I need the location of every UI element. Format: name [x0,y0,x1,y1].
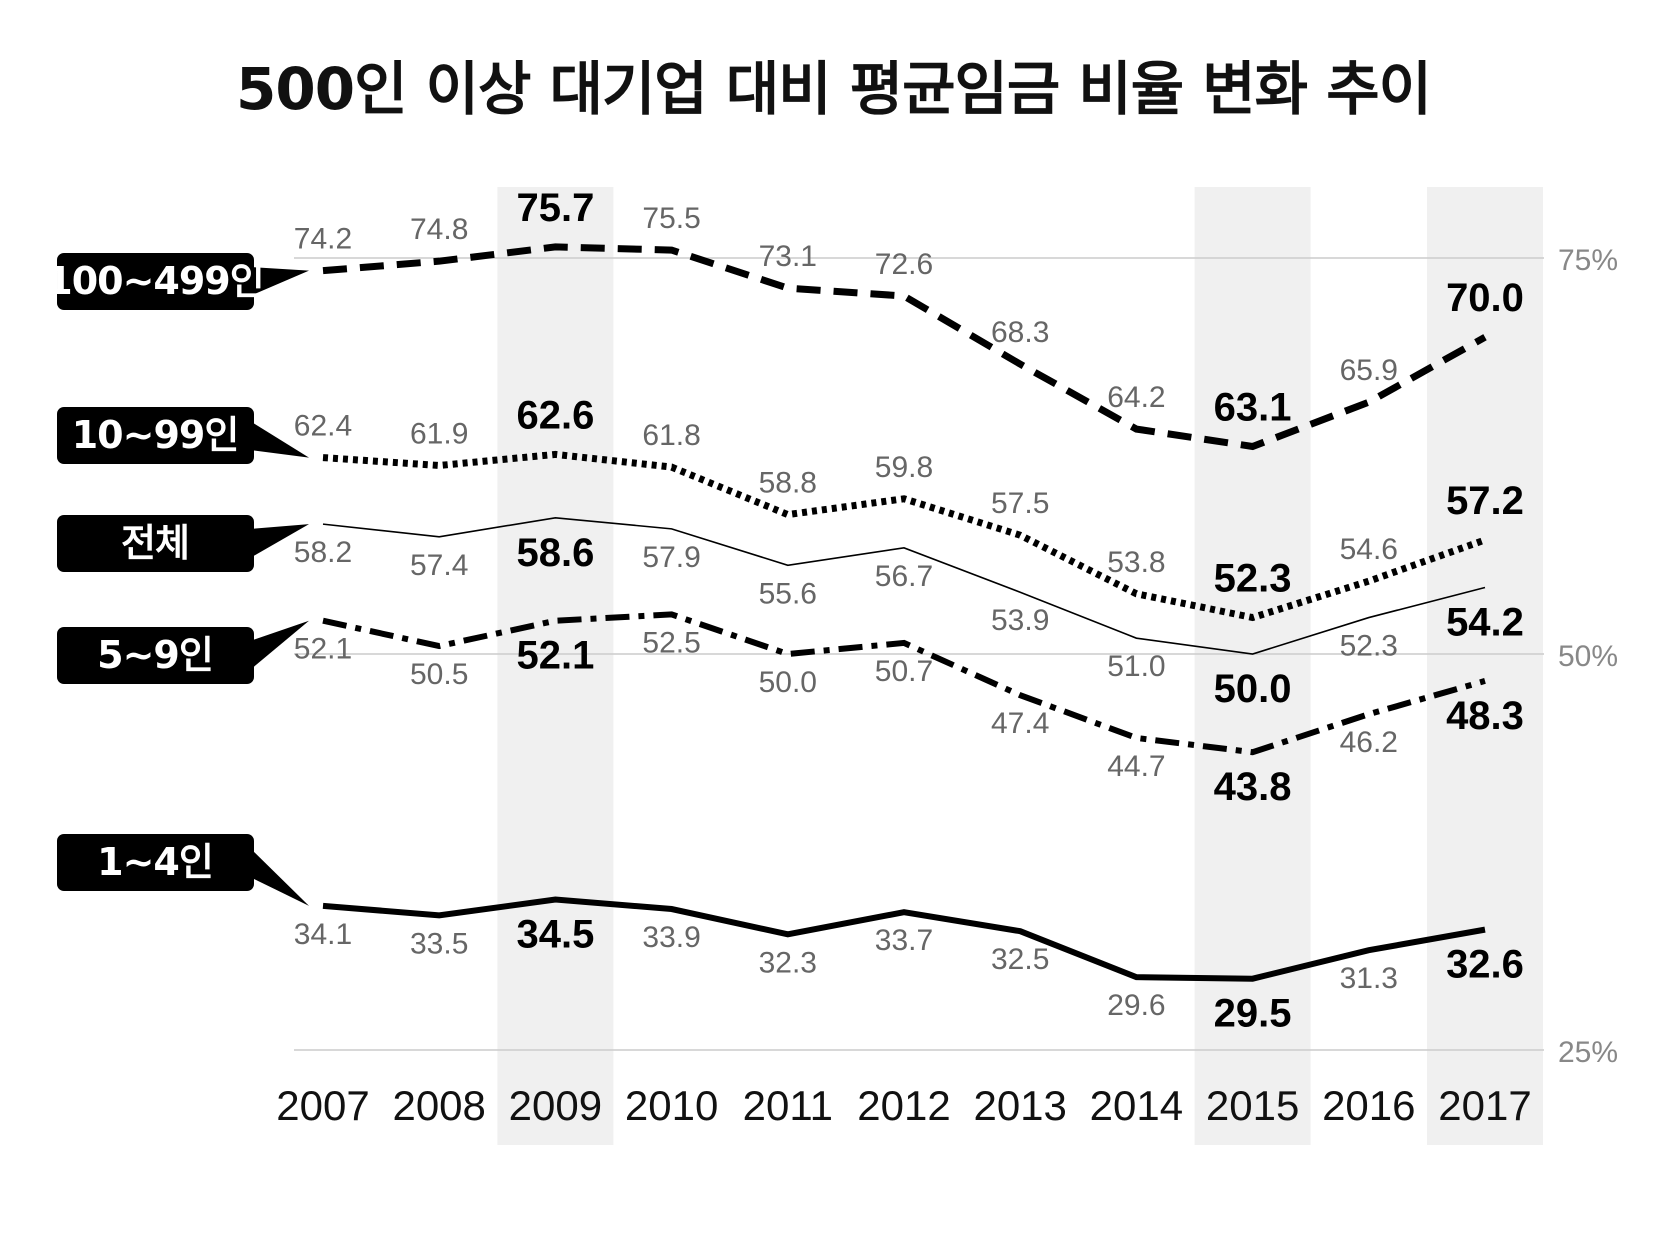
series-label: 1~4인 [97,840,213,884]
data-label: 58.8 [759,467,817,500]
data-label: 33.9 [642,921,700,954]
data-label: 64.2 [1107,381,1165,414]
data-label: 52.1 [294,633,352,666]
series-line-4 [322,896,1486,982]
data-label: 58.2 [294,536,352,569]
series-label-box [57,515,254,572]
data-label: 52.1 [516,634,594,678]
x-tick-label: 2015 [1206,1082,1299,1129]
data-label: 70.0 [1446,276,1524,320]
series-label-box [57,407,254,464]
data-label: 43.8 [1214,765,1292,809]
data-label: 50.0 [759,666,817,699]
data-label: 51.0 [1107,650,1165,683]
data-label: 57.4 [410,549,468,582]
chart-title: 500인 이상 대기업 대비 평균임금 비율 변화 추이 [236,55,1432,123]
data-label: 61.8 [642,419,700,452]
data-label: 54.2 [1446,600,1524,644]
data-label: 34.1 [294,918,352,951]
data-label: 58.6 [516,531,594,575]
highlight-band-2009 [497,187,614,1145]
series-label: 10~99인 [72,413,239,457]
data-label: 29.5 [1214,992,1292,1036]
data-label: 53.9 [991,604,1049,637]
label-pointer [250,620,309,670]
data-label: 75.7 [516,186,594,230]
label-pointer [250,421,309,458]
data-label: 50.0 [1214,667,1292,711]
x-tick-label: 2008 [392,1082,485,1129]
y-tick-label: 75% [1558,244,1618,277]
x-tick-label: 2013 [973,1082,1066,1129]
label-pointer [250,267,309,296]
series-label: 전체 [121,521,189,565]
data-label: 55.6 [759,577,817,610]
highlight-band-2015 [1194,187,1311,1145]
data-label: 65.9 [1340,354,1398,387]
data-label: 59.8 [875,451,933,484]
data-label: 32.6 [1446,943,1524,987]
highlight-band-2017 [1427,187,1543,1145]
data-label: 63.1 [1214,385,1292,429]
data-label: 32.5 [991,943,1049,976]
y-tick-label: 50% [1558,640,1618,673]
data-label: 57.2 [1446,479,1524,523]
data-label: 74.8 [410,213,468,246]
data-label: 32.3 [759,946,817,979]
data-label: 33.5 [410,927,468,960]
data-label: 53.8 [1107,546,1165,579]
data-label: 72.6 [875,248,933,281]
x-tick-label: 2012 [857,1082,950,1129]
series-label: 100~499인 [46,259,263,303]
x-tick-label: 2017 [1438,1082,1531,1129]
label-pointer [250,848,309,906]
data-label: 52.3 [1214,557,1292,601]
data-label: 52.3 [1340,630,1398,663]
series-label-box [57,834,254,891]
data-label: 52.5 [642,626,700,659]
data-label: 54.6 [1340,533,1398,566]
data-label: 62.4 [294,410,352,443]
data-label: 75.5 [642,202,700,235]
series-line-3 [322,611,1486,756]
x-tick-label: 2014 [1090,1082,1183,1129]
data-label: 57.9 [642,541,700,574]
data-label: 46.2 [1340,726,1398,759]
data-label: 33.7 [875,924,933,957]
series-label-box [57,627,254,684]
data-label: 56.7 [875,560,933,593]
x-tick-label: 2009 [509,1082,602,1129]
data-label: 61.9 [410,418,468,451]
series-label: 5~9인 [97,633,213,677]
data-label: 68.3 [991,316,1049,349]
x-tick-label: 2010 [625,1082,718,1129]
data-label: 48.3 [1446,694,1524,738]
series-line-0 [322,243,1487,451]
data-label: 31.3 [1340,962,1398,995]
x-tick-label: 2011 [743,1082,833,1129]
data-label: 44.7 [1107,750,1165,783]
data-label: 57.5 [991,487,1049,520]
series-line-2 [322,516,1486,655]
label-pointer [250,524,309,558]
data-label: 62.6 [516,393,594,437]
data-label: 34.5 [516,913,594,957]
data-label: 47.4 [991,707,1049,740]
data-label: 74.2 [294,223,352,256]
data-label: 73.1 [759,240,817,273]
y-tick-label: 25% [1558,1036,1618,1069]
series-line-1 [322,450,1487,622]
x-tick-label: 2007 [276,1082,369,1129]
x-tick-label: 2016 [1322,1082,1415,1129]
data-label: 50.7 [875,655,933,688]
series-label-box [57,253,254,310]
data-label: 50.5 [410,658,468,691]
data-label: 29.6 [1107,989,1165,1022]
